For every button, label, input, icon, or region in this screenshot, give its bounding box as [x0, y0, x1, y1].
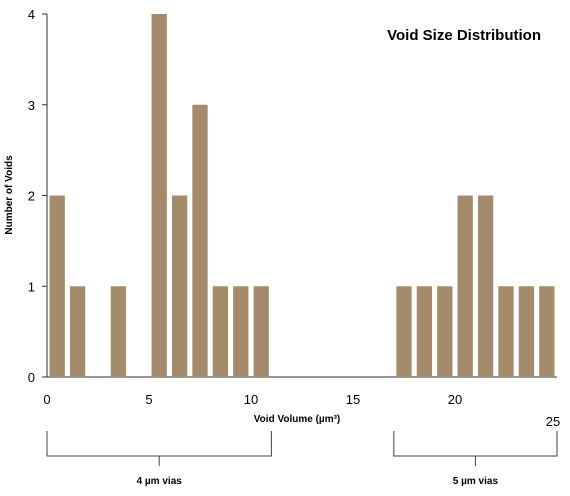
x-axis-label: Void Volume (µm³): [254, 414, 341, 425]
x-tick-label: 0: [43, 392, 50, 407]
group-label: 5 µm vias: [453, 476, 499, 487]
group-bracket: [393, 431, 558, 457]
y-tick-label: 4: [28, 7, 35, 22]
bar: [49, 195, 65, 377]
x-tick-label: 5: [145, 392, 152, 407]
bar: [437, 286, 453, 377]
y-tick-labels: 0 1 2 3 4: [28, 7, 47, 385]
y-tick-label: 0: [28, 370, 35, 385]
bars: [49, 14, 555, 377]
bar: [233, 286, 249, 377]
group-label: 4 µm vias: [137, 476, 183, 487]
bar: [457, 195, 473, 377]
bar: [396, 286, 412, 377]
y-axis-label: Number of Voids: [4, 155, 15, 235]
chart-title: Void Size Distribution: [387, 27, 541, 44]
x-tick-labels: 0 5 10 15 20 25: [43, 392, 560, 429]
bar: [416, 286, 433, 377]
bar: [192, 104, 208, 377]
bar: [110, 286, 127, 377]
bar: [171, 195, 188, 377]
bar: [518, 286, 535, 377]
y-tick-label: 1: [28, 279, 35, 294]
x-tick-label: 10: [244, 392, 258, 407]
bar: [69, 286, 86, 377]
x-tick-label: 15: [346, 392, 360, 407]
bar: [477, 195, 494, 377]
via-group-brackets: 4 µm vias 5 µm vias: [46, 431, 558, 487]
x-tick-label: 25: [546, 414, 560, 429]
group-bracket: [46, 431, 272, 457]
bar: [539, 286, 555, 377]
x-tick-label: 20: [448, 392, 462, 407]
bar: [253, 286, 269, 377]
y-tick-label: 2: [28, 189, 35, 204]
y-tick-label: 3: [28, 98, 35, 113]
bar: [498, 286, 514, 377]
bar: [212, 286, 229, 377]
bar: [151, 14, 167, 377]
